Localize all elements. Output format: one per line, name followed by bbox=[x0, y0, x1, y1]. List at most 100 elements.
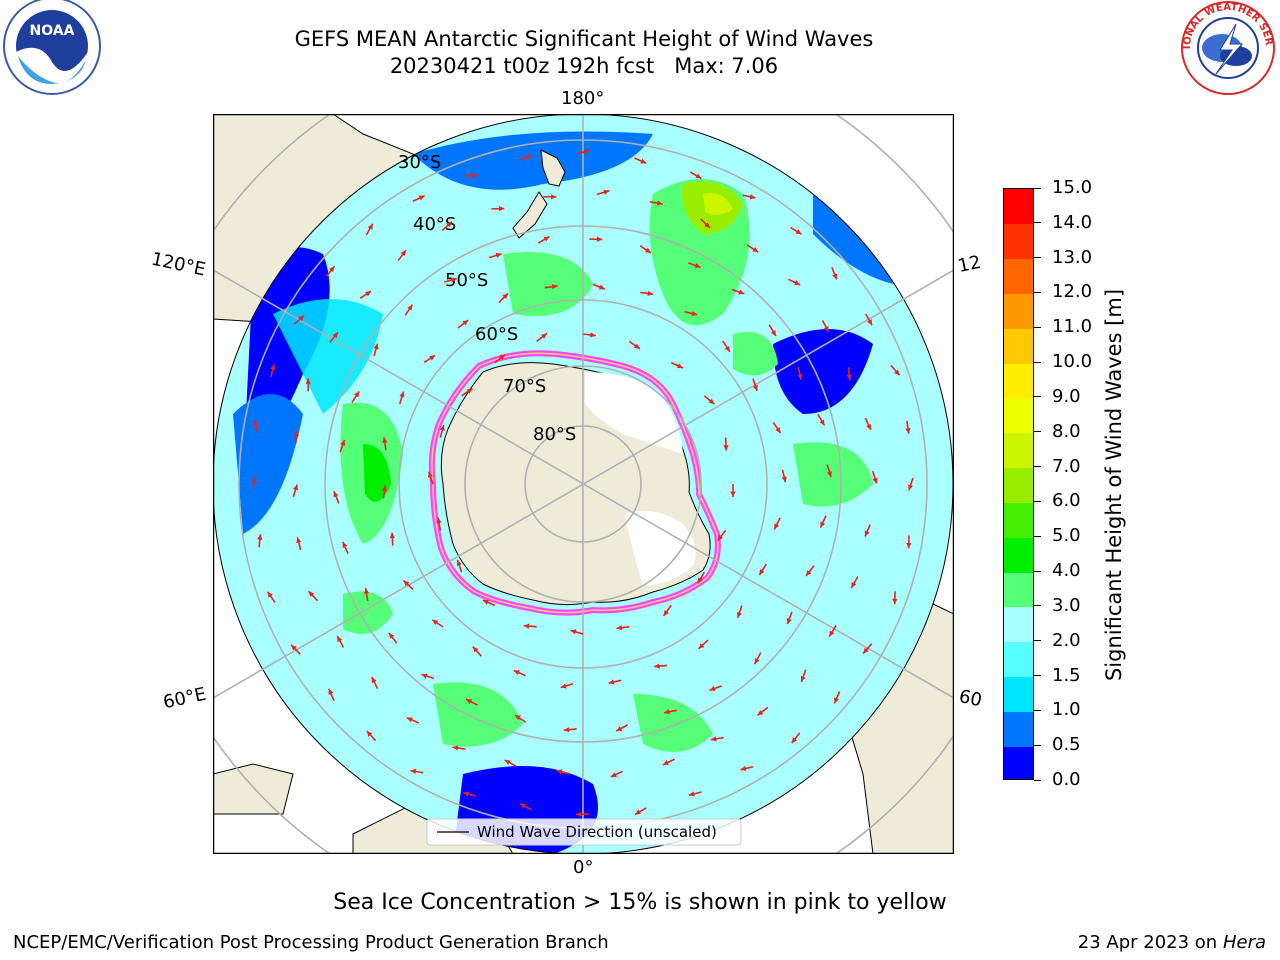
lon-label-180: 180° bbox=[561, 88, 605, 109]
wave-arrow-head bbox=[432, 619, 439, 626]
wave-arrow-head bbox=[583, 149, 590, 155]
wave-arrow-head bbox=[710, 736, 717, 742]
wave-arrow-head bbox=[759, 569, 765, 576]
colorbar-tick-label: 11.0 bbox=[1052, 316, 1093, 338]
colorbar-tick-label: 8.0 bbox=[1052, 420, 1081, 442]
lat-label-30s: 30°S bbox=[398, 152, 441, 173]
footer-host: Hera bbox=[1222, 932, 1266, 953]
colorbar-tick bbox=[1034, 326, 1041, 328]
wave-arrow-head bbox=[499, 354, 506, 361]
wave-arrow-head bbox=[709, 685, 716, 691]
wave-arrow-head bbox=[866, 423, 871, 430]
colorbar-segment bbox=[1004, 397, 1033, 434]
wave-arrow-head bbox=[337, 636, 343, 643]
wave-arrow-head bbox=[781, 476, 787, 483]
colorbar-tick-label: 9.0 bbox=[1052, 385, 1081, 407]
wave-arrow-head bbox=[754, 658, 760, 665]
colorbar-tick-label: 6.0 bbox=[1052, 490, 1081, 512]
wave-arrow-head bbox=[296, 537, 302, 544]
wave-arrow-head bbox=[328, 688, 334, 695]
wave-arrow-head bbox=[267, 591, 273, 598]
colorbar-tick-label: 4.0 bbox=[1052, 560, 1081, 582]
colorbar-segment bbox=[1004, 189, 1033, 225]
wave-arrow-head bbox=[466, 699, 473, 704]
wave-arrow-head bbox=[436, 517, 442, 524]
wave-arrow-head bbox=[635, 809, 641, 815]
wave-arrow-head bbox=[616, 625, 623, 631]
lat-label-80s: 80°S bbox=[533, 424, 576, 445]
landmasses bbox=[440, 149, 711, 606]
wave-arrow-head bbox=[774, 523, 780, 530]
wave-arrow-head bbox=[795, 229, 802, 235]
wave-arrow-head bbox=[456, 559, 462, 566]
colorbar-segment bbox=[1004, 363, 1033, 399]
wave-arrow-head bbox=[695, 173, 702, 179]
wave-arrow-head bbox=[520, 803, 527, 809]
wave-arrow-head bbox=[749, 194, 756, 200]
wave-arrow-head bbox=[513, 670, 520, 676]
wave-arrow-head bbox=[698, 643, 705, 649]
colorbar-segment bbox=[1004, 293, 1033, 329]
wave-arrow-head bbox=[757, 709, 764, 716]
wave-arrow-head bbox=[791, 737, 798, 744]
wave-arrow-head bbox=[399, 391, 405, 398]
colorbar-tick bbox=[1034, 222, 1041, 224]
wave-arrow-head bbox=[704, 222, 710, 228]
wave-arrow-head bbox=[450, 277, 457, 283]
wind-wave-arrows bbox=[251, 149, 914, 817]
wave-arrow-head bbox=[381, 485, 388, 492]
wave-arrow-head bbox=[308, 591, 315, 597]
wave-arrow-head bbox=[403, 580, 410, 587]
wave-arrow-head bbox=[608, 679, 615, 685]
polar-map: 30°S 40°S 50°S 60°S 70°S 80°S Wind Wave … bbox=[213, 114, 954, 854]
lon-label-0: 0° bbox=[573, 857, 594, 878]
wave-arrow-head bbox=[634, 343, 640, 349]
wave-arrow-head bbox=[723, 445, 729, 451]
lat-label-60s: 60°S bbox=[475, 324, 518, 345]
legend-label: Wind Wave Direction (unscaled) bbox=[477, 823, 717, 841]
lon-label-120w: 120°W bbox=[956, 251, 982, 278]
wave-arrow-head bbox=[525, 154, 532, 160]
wave-arrow-head bbox=[616, 726, 623, 732]
colorbar-tick-label: 10.0 bbox=[1052, 351, 1093, 373]
colorbar-segment bbox=[1004, 606, 1033, 643]
colorbar-tick bbox=[1034, 291, 1041, 293]
wave-arrow-head bbox=[864, 530, 870, 537]
wave-arrow-head bbox=[694, 263, 701, 268]
sea-ice-note: Sea Ice Concentration > 15% is shown in … bbox=[333, 890, 947, 915]
colorbar-tick-label: 5.0 bbox=[1052, 525, 1081, 547]
wave-arrow-head bbox=[823, 326, 829, 333]
colorbar-tick-label: 0.5 bbox=[1052, 734, 1081, 756]
lat-label-40s: 40°S bbox=[413, 214, 456, 235]
wave-arrow-head bbox=[872, 477, 878, 484]
wave-arrow-head bbox=[654, 663, 660, 669]
colorbar-segment bbox=[1004, 641, 1033, 678]
lon-label-60e: 60°E bbox=[161, 683, 208, 714]
colorbar-tick-label: 1.5 bbox=[1052, 664, 1081, 686]
noaa-logo-text: NOAA bbox=[30, 23, 75, 39]
colorbar-tick-label: 3.0 bbox=[1052, 594, 1081, 616]
wave-arrow-head bbox=[663, 610, 669, 616]
wave-arrow-head bbox=[298, 315, 305, 322]
colorbar-segment bbox=[1004, 467, 1033, 503]
colorbar bbox=[1003, 188, 1034, 780]
wave-arrow-head bbox=[406, 717, 413, 723]
wave-arrow-head bbox=[717, 534, 724, 541]
colorbar-tick bbox=[1034, 431, 1041, 433]
colorbar-tick-label: 1.0 bbox=[1052, 699, 1081, 721]
wave-arrow-head bbox=[463, 791, 470, 797]
colorbar-tick bbox=[1034, 675, 1041, 677]
wave-arrow-head bbox=[400, 250, 406, 257]
wave-arrow-head bbox=[691, 310, 698, 317]
colorbar-tick-label: 7.0 bbox=[1052, 455, 1081, 477]
wave-arrow-head bbox=[452, 745, 459, 751]
wave-arrow-head bbox=[851, 581, 857, 588]
colorbar-title: Significant Height of Wind Waves [m] bbox=[1102, 288, 1126, 682]
colorbar-segment bbox=[1004, 676, 1033, 712]
wave-arrow-head bbox=[596, 236, 603, 242]
wave-arrow-head bbox=[551, 284, 558, 290]
wave-arrow-head bbox=[570, 629, 577, 635]
colorbar-tick bbox=[1034, 257, 1041, 259]
wave-arrow-head bbox=[373, 343, 379, 350]
wave-arrow-head bbox=[724, 345, 730, 352]
